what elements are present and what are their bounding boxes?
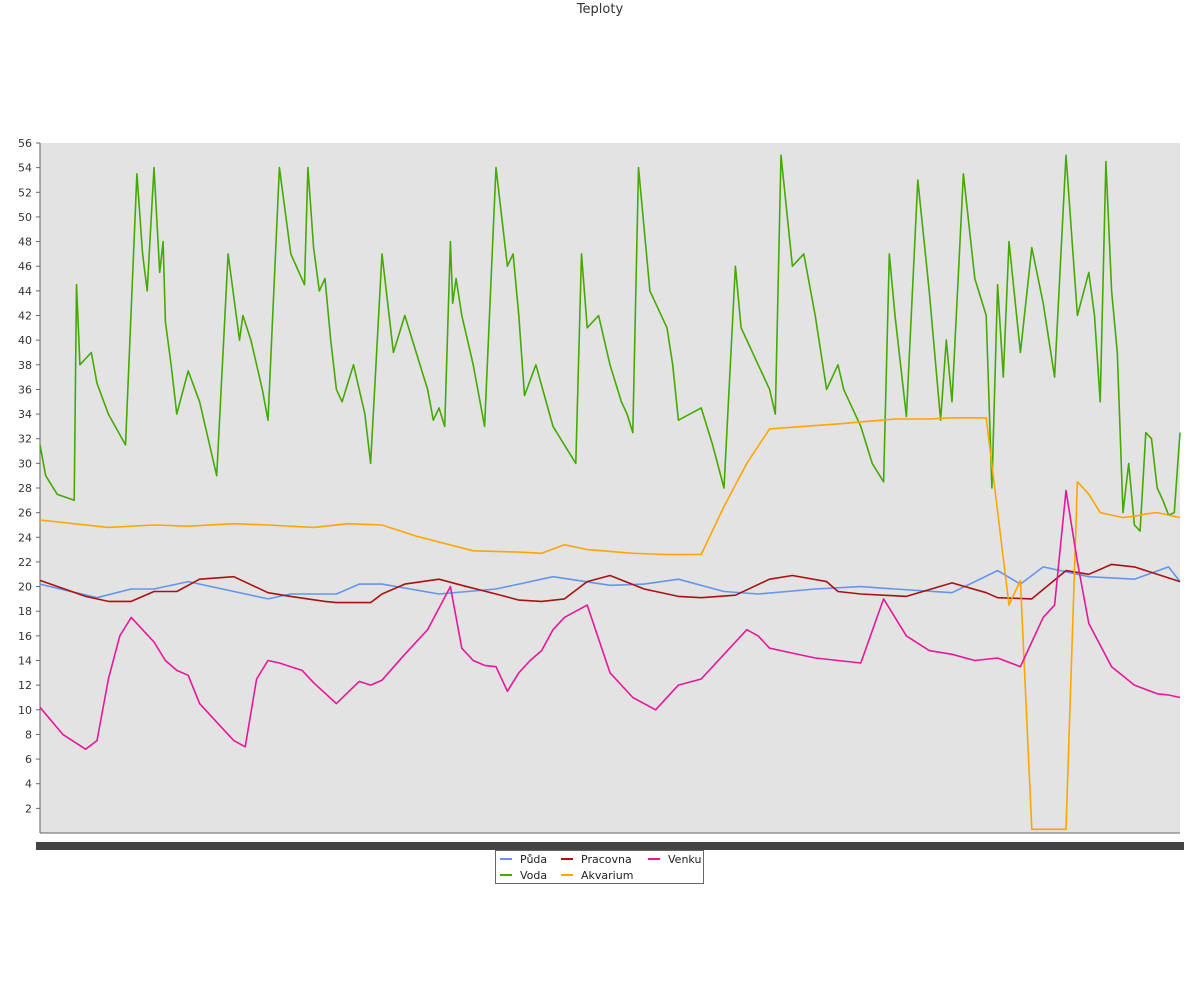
series-line-venku bbox=[39, 489, 1181, 751]
legend-swatch-icon bbox=[648, 858, 660, 860]
x-tick-labels-band bbox=[36, 842, 1184, 850]
y-tick-label: 34 bbox=[18, 408, 32, 421]
y-tick-label: 32 bbox=[18, 433, 32, 446]
y-axis: 2468101214161820222426283032343638404244… bbox=[18, 137, 41, 833]
y-tick-label: 46 bbox=[18, 260, 32, 273]
y-tick-label: 52 bbox=[18, 186, 32, 199]
y-tick-label: 54 bbox=[18, 162, 32, 175]
y-tick-label: 4 bbox=[25, 778, 32, 791]
series-line-voda bbox=[39, 154, 1181, 532]
legend-label: Venku bbox=[668, 853, 702, 866]
y-tick-label: 40 bbox=[18, 334, 32, 347]
legend-item-voda: Voda bbox=[500, 869, 547, 882]
y-tick-label: 22 bbox=[18, 556, 32, 569]
legend-swatch-icon bbox=[500, 874, 512, 876]
legend-item-venku: Venku bbox=[648, 853, 701, 866]
series-line-pracovna bbox=[39, 563, 1181, 604]
chart-title: Teploty bbox=[576, 2, 624, 17]
legend-swatch-icon bbox=[561, 858, 573, 860]
plot-area bbox=[40, 143, 1180, 833]
y-tick-label: 36 bbox=[18, 383, 32, 396]
y-tick-label: 24 bbox=[18, 531, 32, 544]
legend-swatch-icon bbox=[561, 874, 573, 876]
y-tick-label: 28 bbox=[18, 482, 32, 495]
y-tick-label: 26 bbox=[18, 507, 32, 520]
series-lines bbox=[39, 154, 1181, 831]
y-tick-label: 44 bbox=[18, 285, 32, 298]
y-tick-label: 20 bbox=[18, 581, 32, 594]
y-tick-label: 8 bbox=[25, 728, 32, 741]
y-tick-label: 38 bbox=[18, 359, 32, 372]
y-tick-label: 6 bbox=[25, 753, 32, 766]
y-tick-label: 16 bbox=[18, 630, 32, 643]
series-line-akvarium bbox=[39, 416, 1181, 831]
legend-item-puda: Půda bbox=[500, 853, 547, 866]
legend-item-pracovna: Pracovna bbox=[561, 853, 632, 866]
y-tick-label: 14 bbox=[18, 655, 32, 668]
y-tick-label: 50 bbox=[18, 211, 32, 224]
legend-label: Akvarium bbox=[581, 869, 634, 882]
x-axis bbox=[36, 832, 1184, 850]
legend-label: Voda bbox=[520, 869, 548, 882]
y-tick-label: 56 bbox=[18, 137, 32, 150]
legend-swatch-icon bbox=[500, 858, 512, 860]
legend-label: Pracovna bbox=[581, 853, 632, 866]
y-tick-label: 12 bbox=[18, 679, 32, 692]
y-tick-label: 48 bbox=[18, 236, 32, 249]
y-tick-label: 2 bbox=[25, 802, 32, 815]
y-tick-label: 18 bbox=[18, 605, 32, 618]
y-tick-label: 30 bbox=[18, 457, 32, 470]
y-tick-label: 42 bbox=[18, 310, 32, 323]
legend-item-akvarium: Akvarium bbox=[561, 869, 633, 882]
legend-label: Půda bbox=[520, 853, 548, 866]
legend: Půda Pracovna Venku Voda Akvarium bbox=[495, 850, 704, 884]
y-tick-label: 10 bbox=[18, 704, 32, 717]
